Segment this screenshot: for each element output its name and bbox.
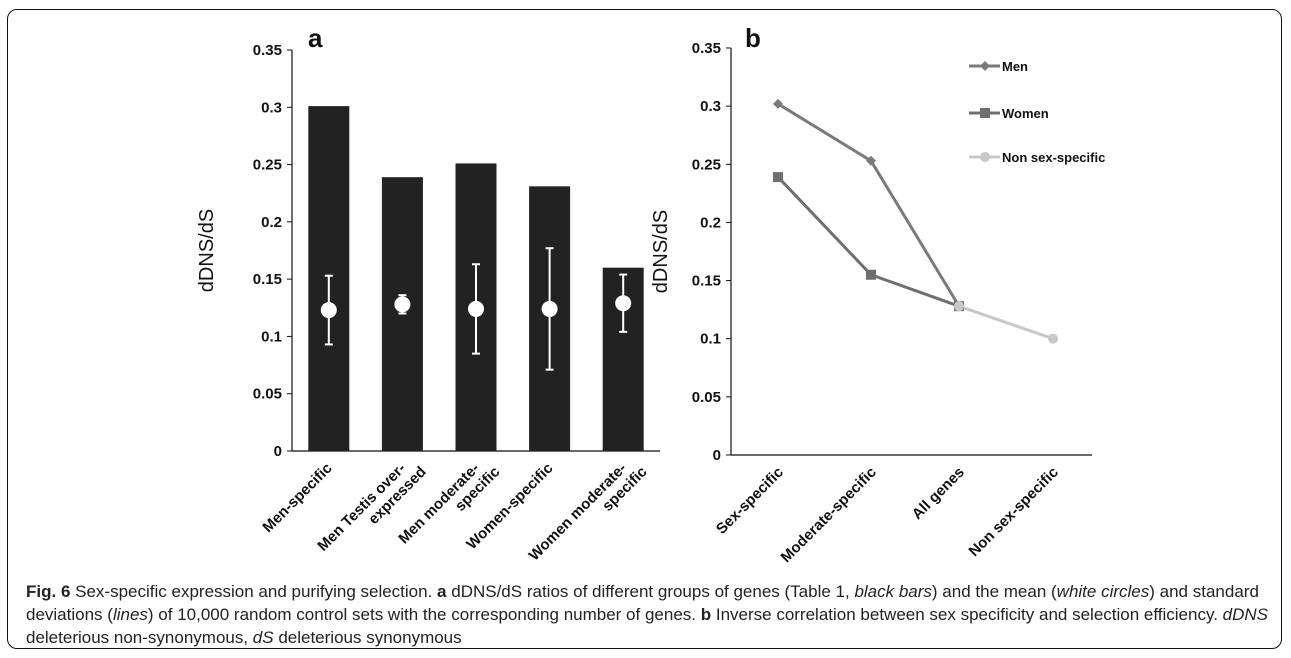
caption-panel-a: a <box>437 582 447 601</box>
y-tick-label: 0.1 <box>700 331 721 348</box>
figure-caption: Fig. 6 Sex-specific expression and purif… <box>26 580 1276 649</box>
x-tick-label-line: Men-specific <box>259 460 335 536</box>
caption-text: ) and standard deviations ( <box>26 582 1259 624</box>
series-line <box>958 304 1054 341</box>
caption-text: deleterious non-synonymous, <box>26 628 253 647</box>
panel-b-line-chart: 0 0.05 0.1 0.15 0.2 0.25 0.3 0.35 dDNS/dS b Sex-sp… <box>650 23 1105 566</box>
x-tick-label: All genes <box>909 464 968 523</box>
y-tick-label: 0.25 <box>253 157 282 174</box>
y-tick-label: 0 <box>713 447 721 464</box>
panel-label-a: a <box>308 23 323 53</box>
y-tick-label: 0.15 <box>253 271 282 288</box>
caption-fig-label: Fig. 6 <box>26 582 71 601</box>
legend-label: Non sex-specific <box>1002 150 1105 165</box>
caption-text: Sex-specific expression and purifying se… <box>70 582 438 601</box>
figure-frame <box>7 9 1282 649</box>
caption-text: Inverse correlation between sex specific… <box>711 605 1223 624</box>
caption-italic: dDNS <box>1222 605 1269 624</box>
data-point-square <box>773 172 783 183</box>
y-tick-label: 0.3 <box>261 99 282 116</box>
data-point-square <box>866 269 876 280</box>
data-point-diamond <box>773 98 783 109</box>
y-tick-label: 0.2 <box>700 214 721 231</box>
caption-panel-b: b <box>700 605 712 624</box>
caption-text: ) and the mean ( <box>931 582 1057 601</box>
caption-text: ) of 10,000 random control sets with the… <box>147 605 701 624</box>
caption-text: dDNS/dS ratios of different groups of ge… <box>446 582 855 601</box>
y-tick-label: 0.2 <box>261 214 282 231</box>
caption-italic: dS <box>252 628 274 647</box>
y-axis-label: dDNS/dS <box>196 209 218 292</box>
y-tick-label: 0.25 <box>692 156 721 173</box>
y-tick-label: 0.05 <box>692 389 721 406</box>
control-mean-marker <box>320 302 337 319</box>
x-tick-label: Non sex-specific <box>966 464 1062 560</box>
data-point-square <box>980 108 990 118</box>
control-mean-marker <box>394 296 411 313</box>
control-mean-marker <box>615 295 632 312</box>
data-point-circle <box>954 301 964 312</box>
panel-label-b: b <box>745 23 761 53</box>
caption-text: deleterious synonymous <box>273 628 462 647</box>
x-tick-label: Men-specific <box>259 460 335 536</box>
control-mean-marker <box>541 300 558 317</box>
figure-6-charts: 0 0.05 0.1 0.15 0.2 0.25 0.3 0.35 dDNS/dS a Men-sp… <box>196 23 1105 566</box>
y-tick-label: 0.1 <box>261 328 282 345</box>
data-point-diamond <box>980 61 990 71</box>
control-mean-marker <box>468 300 484 317</box>
legend-label: Women <box>1002 106 1049 121</box>
y-tick-label: 0.3 <box>700 98 721 115</box>
y-tick-label: 0.05 <box>253 386 282 403</box>
y-tick-label: 0.15 <box>692 273 721 290</box>
data-point-circle <box>1048 333 1058 344</box>
y-axis-label: dDNS/dS <box>650 210 672 293</box>
data-point-circle <box>980 152 990 162</box>
x-tick-label: Men moderate-specific <box>395 451 503 559</box>
y-tick-label: 0 <box>274 443 282 460</box>
x-tick-label: Sex-specific <box>713 464 787 538</box>
legend-label: Men <box>1002 59 1028 74</box>
panel-a-bar-chart: 0 0.05 0.1 0.15 0.2 0.25 0.3 0.35 dDNS/dS a Men-sp… <box>196 23 660 564</box>
caption-italic: lines <box>112 605 148 624</box>
y-tick-label: 0.35 <box>692 40 721 57</box>
series-line <box>776 176 960 308</box>
caption-italic: white circles <box>1056 582 1150 601</box>
y-tick-label: 0.35 <box>253 42 282 59</box>
caption-italic: black bars <box>854 582 932 601</box>
x-tick-label: Moderate-specific <box>778 464 880 566</box>
data-point-diamond <box>866 155 876 166</box>
